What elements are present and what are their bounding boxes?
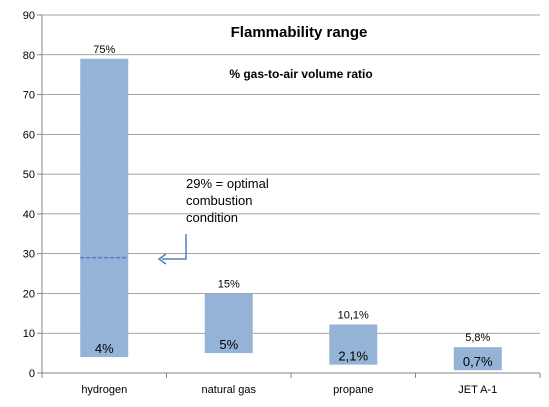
range-bar <box>80 58 129 358</box>
chart-subtitle: % gas-to-air volume ratio <box>229 67 372 81</box>
bar-top-label: 15% <box>218 278 240 290</box>
y-tick-label: 0 <box>29 368 35 380</box>
chart-title: Flammability range <box>231 24 368 41</box>
category-label: natural gas <box>202 384 257 396</box>
category-label: hydrogen <box>81 384 127 396</box>
category-labels: hydrogen natural gas propane JET A-1 <box>81 384 497 396</box>
range-bar <box>453 347 502 371</box>
range-bar <box>204 293 253 354</box>
bar-top-label: 10,1% <box>338 309 369 321</box>
y-tick-label: 60 <box>23 129 35 141</box>
category-label: JET A-1 <box>458 384 497 396</box>
y-tick-label: 80 <box>23 50 35 62</box>
y-tick-labels: 0 10 20 30 40 50 60 70 80 90 <box>23 10 35 380</box>
annotation-line-3: condition <box>186 210 238 225</box>
data-labels: 75% 4% 15% 5% 10,1% 2,1% 5,8% 0,7% <box>93 44 493 369</box>
annotation-line-1: 29% = optimal <box>186 176 269 191</box>
y-tick-label: 20 <box>23 288 35 300</box>
bar-bottom-label: 0,7% <box>463 354 493 369</box>
annotation-arrowhead <box>157 253 167 265</box>
y-tick-label: 10 <box>23 328 35 340</box>
y-tick-label: 30 <box>23 249 35 261</box>
axis-layer <box>37 14 541 378</box>
y-tick-label: 70 <box>23 90 35 102</box>
annotation-arrow <box>162 234 187 260</box>
bars-layer <box>80 58 502 371</box>
bar-top-label: 75% <box>93 44 115 56</box>
bar-top-label: 5,8% <box>465 332 490 344</box>
annotation: 29% = optimal combustion condition <box>157 176 269 265</box>
bar-bottom-label: 4% <box>95 341 114 356</box>
bar-bottom-label: 2,1% <box>338 349 368 364</box>
category-label: propane <box>333 384 373 396</box>
bar-bottom-label: 5% <box>219 337 238 352</box>
annotation-line-2: combustion <box>186 193 252 208</box>
y-tick-label: 90 <box>23 10 35 22</box>
y-tick-label: 50 <box>23 169 35 181</box>
y-tick-label: 40 <box>23 209 35 221</box>
range-bar <box>329 324 378 365</box>
